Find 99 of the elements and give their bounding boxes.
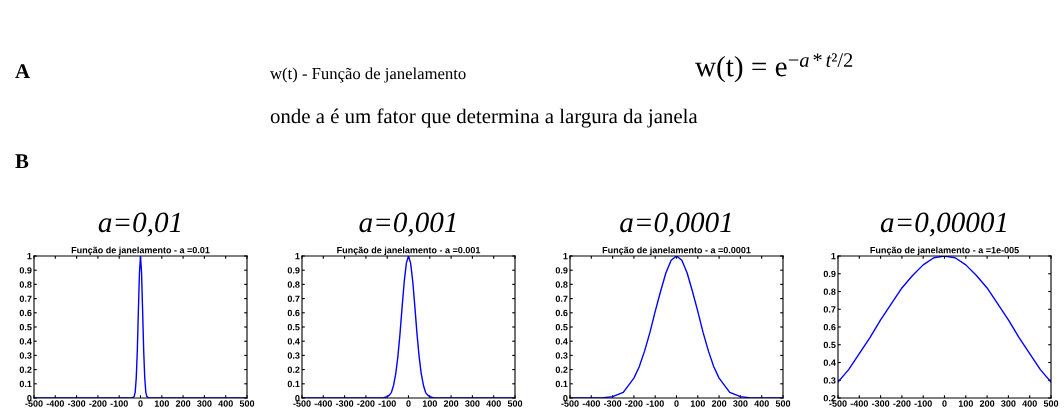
chart-title: a=0,01 (98, 212, 181, 237)
chart-subtitle: Função de janelamento - a =0.001 (337, 246, 481, 256)
y-tick-label: 0.4 (287, 338, 300, 345)
x-tick-label: 100 (958, 400, 973, 407)
x-tick-label: -100 (110, 400, 128, 407)
x-tick-label: 400 (218, 400, 233, 407)
y-tick-label: 1 (295, 253, 300, 260)
chart-title: a=0,00001 (880, 212, 1006, 237)
y-tick-label: 0.7 (555, 295, 568, 302)
y-tick-label: 0.8 (287, 281, 300, 288)
x-tick-label: 100 (422, 400, 437, 407)
y-tick-label: 0.1 (287, 380, 300, 388)
y-tick-label: 0.5 (555, 323, 568, 331)
x-tick-label: 0 (942, 400, 947, 407)
x-tick-label: 0 (674, 400, 679, 407)
x-tick-label: -200 (357, 400, 375, 407)
y-tick-label: 0.2 (823, 394, 836, 402)
y-tick-label: 0.5 (287, 323, 300, 331)
y-tick-label: 0.6 (287, 309, 300, 317)
x-tick-label: 100 (690, 400, 705, 407)
chart-subtitle: Função de janelamento - a =0.01 (71, 246, 210, 256)
y-tick-label: 0.4 (19, 338, 32, 345)
x-tick-label: 500 (775, 400, 791, 407)
x-tick-label: 200 (443, 400, 459, 407)
x-tick-label: -500 (25, 400, 43, 407)
x-tick-label: 300 (197, 400, 212, 407)
chart-subtitle: Função de janelamento - a =0.0001 (602, 246, 751, 256)
x-tick-label: -400 (314, 400, 332, 407)
x-tick-label: -200 (89, 400, 107, 407)
x-tick-label: -100 (646, 400, 664, 407)
y-tick-label: 0.9 (19, 267, 32, 274)
x-tick-label: 300 (465, 400, 480, 407)
y-tick-label: 0.7 (287, 295, 300, 302)
x-tick-label: -200 (625, 400, 643, 407)
x-tick-label: -500 (561, 400, 579, 407)
x-tick-label: 0 (406, 400, 411, 407)
y-tick-label: 0 (295, 394, 300, 402)
y-tick-label: 0.1 (555, 380, 568, 388)
x-tick-label: -400 (46, 400, 64, 407)
x-tick-label: 200 (979, 400, 995, 407)
x-tick-label: 200 (711, 400, 727, 407)
y-tick-label: 0.3 (287, 352, 300, 359)
y-tick-label: 0.6 (555, 309, 568, 317)
y-tick-label: 0.6 (823, 323, 836, 331)
x-tick-label: 0 (138, 400, 143, 407)
x-tick-label: 200 (175, 400, 191, 407)
x-tick-label: -300 (871, 400, 890, 407)
x-tick-label: -400 (850, 400, 868, 407)
y-tick-label: 0.8 (555, 281, 568, 288)
y-tick-label: 0.8 (823, 288, 836, 295)
x-tick-label: 300 (733, 400, 748, 407)
chart-title: a=0,001 (359, 212, 456, 237)
chart-subtitle: Função de janelamento - a =1e-005 (870, 246, 1019, 256)
y-tick-label: 0 (27, 394, 32, 402)
y-tick-label: 0.2 (287, 366, 300, 373)
y-tick-label: 0 (563, 394, 568, 402)
y-tick-label: 0.6 (19, 309, 32, 317)
x-tick-label: -500 (293, 400, 311, 407)
y-tick-label: 0.5 (19, 323, 32, 331)
x-tick-label: 400 (1022, 400, 1037, 407)
y-tick-label: 0.2 (19, 366, 32, 373)
y-tick-label: 0.7 (19, 295, 32, 302)
y-tick-label: 1 (831, 253, 836, 260)
y-tick-label: 1 (27, 253, 32, 260)
text: onde a é um fator que determina a largura da janela (270, 108, 698, 128)
y-tick-label: 0.9 (287, 267, 300, 274)
x-tick-label: -500 (829, 400, 847, 407)
y-tick-label: 0.7 (823, 306, 836, 313)
chart-title: a=0,0001 (620, 212, 731, 237)
y-tick-label: 0.4 (823, 359, 836, 366)
y-tick-label: 1 (563, 253, 568, 260)
y-tick-label: 0.2 (555, 366, 568, 373)
text: w(t) - Função de janelamento (270, 67, 466, 83)
x-tick-label: 500 (507, 400, 523, 407)
y-tick-label: 0.8 (19, 281, 32, 288)
y-tick-label: 0.9 (823, 270, 836, 278)
x-tick-label: 100 (154, 400, 169, 407)
x-tick-label: -100 (378, 400, 396, 407)
x-tick-label: -300 (67, 400, 86, 407)
y-tick-label: 0.3 (19, 352, 32, 359)
x-tick-label: 300 (1001, 400, 1016, 407)
x-tick-label: -100 (914, 400, 932, 407)
x-tick-label: -300 (335, 400, 354, 407)
y-tick-label: 0.9 (555, 267, 568, 274)
x-tick-label: -200 (893, 400, 911, 407)
x-tick-label: -400 (582, 400, 600, 407)
x-tick-label: 400 (486, 400, 501, 407)
x-tick-label: 400 (754, 400, 769, 407)
text: B (15, 154, 29, 169)
y-tick-label: 0.3 (823, 377, 836, 384)
x-tick-label: -300 (603, 400, 622, 407)
text: w(t) = e$^{−a*t²/2}$ (695, 53, 853, 83)
x-tick-label: 500 (239, 400, 255, 407)
y-tick-label: 0.1 (19, 380, 32, 388)
y-tick-label: 0.3 (555, 352, 568, 359)
y-tick-label: 0.4 (555, 338, 568, 345)
x-tick-label: 500 (1043, 400, 1059, 407)
y-tick-label: 0.5 (823, 341, 836, 349)
text: A (15, 64, 30, 79)
